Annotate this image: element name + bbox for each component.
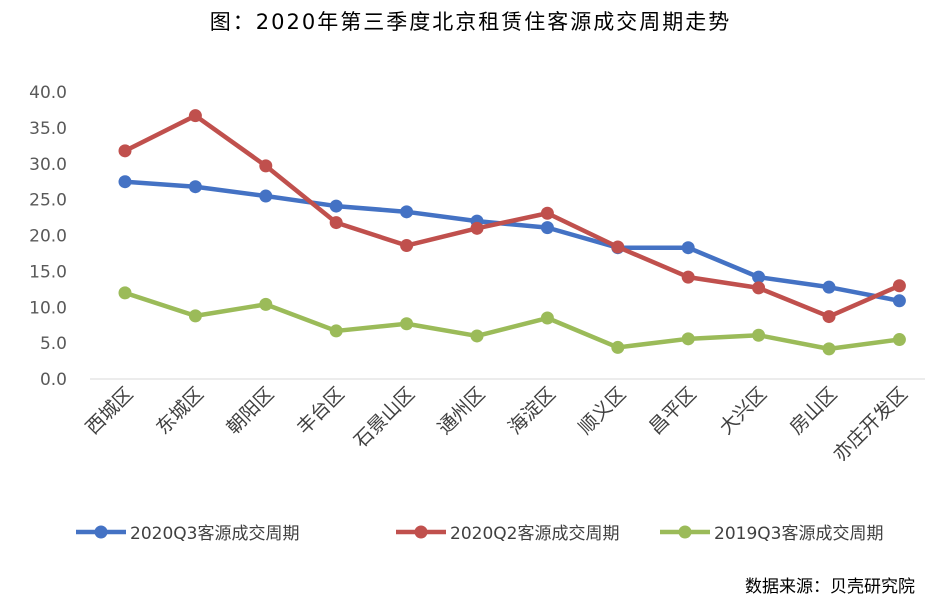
y-tick-label: 25.0 bbox=[29, 191, 67, 211]
data-point bbox=[188, 109, 202, 123]
data-point bbox=[681, 241, 695, 255]
data-point bbox=[611, 240, 625, 254]
x-category-label: 东城区 bbox=[152, 383, 208, 439]
series-group bbox=[118, 109, 906, 324]
series-line bbox=[122, 113, 902, 319]
y-tick-label: 35.0 bbox=[29, 119, 67, 139]
legend-item: 2019Q3客源成交周期 bbox=[660, 524, 883, 544]
legend-item: 2020Q2客源成交周期 bbox=[396, 524, 619, 544]
x-category-label: 通州区 bbox=[434, 383, 490, 439]
data-point bbox=[329, 216, 343, 230]
data-point bbox=[540, 221, 554, 235]
legend-swatch-marker bbox=[678, 525, 692, 539]
series-group bbox=[118, 286, 906, 356]
data-point bbox=[540, 206, 554, 220]
legend-label: 2020Q2客源成交周期 bbox=[450, 524, 619, 544]
data-point bbox=[752, 270, 766, 284]
data-point bbox=[822, 342, 836, 356]
series-group bbox=[118, 175, 906, 308]
y-tick-label: 30.0 bbox=[29, 155, 67, 175]
data-point bbox=[752, 281, 766, 295]
data-point bbox=[892, 294, 906, 308]
data-source-note: 数据来源：贝壳研究院 bbox=[745, 577, 915, 597]
data-point bbox=[470, 221, 484, 235]
x-category-label: 丰台区 bbox=[293, 383, 349, 439]
legend-label: 2020Q3客源成交周期 bbox=[130, 524, 299, 544]
y-tick-label: 20.0 bbox=[29, 227, 67, 247]
x-category-label: 石景山区 bbox=[350, 383, 419, 452]
data-point bbox=[118, 175, 132, 189]
data-point bbox=[329, 199, 343, 213]
y-tick-label: 5.0 bbox=[40, 334, 67, 354]
series-layer bbox=[118, 109, 906, 356]
data-point bbox=[681, 332, 695, 346]
y-tick-label: 15.0 bbox=[29, 262, 67, 282]
data-point bbox=[892, 279, 906, 293]
x-category-label: 顺义区 bbox=[574, 383, 630, 439]
legend-swatch-marker bbox=[414, 525, 428, 539]
data-point bbox=[752, 328, 766, 342]
data-point bbox=[188, 180, 202, 194]
data-point bbox=[822, 280, 836, 294]
x-category-label: 朝阳区 bbox=[222, 383, 278, 439]
y-axis: 0.0 5.0 10.0 15.0 20.0 25.0 30.0 35.0 40.0 bbox=[29, 83, 67, 390]
data-point bbox=[470, 329, 484, 343]
data-point bbox=[188, 309, 202, 323]
data-point bbox=[259, 189, 273, 203]
x-category-label: 大兴区 bbox=[715, 383, 771, 439]
data-point bbox=[822, 310, 836, 324]
data-point bbox=[400, 239, 414, 253]
x-category-label: 房山区 bbox=[786, 383, 842, 439]
y-tick-label: 10.0 bbox=[29, 298, 67, 318]
series-line bbox=[122, 179, 902, 304]
x-category-label: 昌平区 bbox=[645, 383, 701, 439]
data-point bbox=[681, 270, 695, 284]
data-point bbox=[118, 286, 132, 300]
data-point bbox=[400, 317, 414, 331]
data-point bbox=[329, 324, 343, 338]
legend: 2020Q3客源成交周期 2020Q2客源成交周期 2019Q3客源成交周期 bbox=[76, 524, 883, 544]
legend-label: 2019Q3客源成交周期 bbox=[714, 524, 883, 544]
data-point bbox=[259, 297, 273, 311]
y-tick-label: 0.0 bbox=[40, 370, 67, 390]
data-point bbox=[400, 205, 414, 219]
legend-item: 2020Q3客源成交周期 bbox=[76, 524, 299, 544]
data-point bbox=[892, 333, 906, 347]
chart-title: 图：2020年第三季度北京租赁住客源成交周期走势 bbox=[209, 10, 732, 34]
x-category-label: 西城区 bbox=[82, 383, 138, 439]
x-category-label: 海淀区 bbox=[504, 383, 560, 439]
series-line bbox=[122, 290, 902, 352]
legend-swatch-marker bbox=[94, 525, 108, 539]
data-point bbox=[118, 144, 132, 158]
data-point bbox=[611, 340, 625, 354]
y-tick-label: 40.0 bbox=[29, 83, 67, 103]
data-point bbox=[540, 311, 554, 325]
x-category-label: 亦庄开发区 bbox=[829, 383, 912, 466]
data-point bbox=[259, 159, 273, 173]
